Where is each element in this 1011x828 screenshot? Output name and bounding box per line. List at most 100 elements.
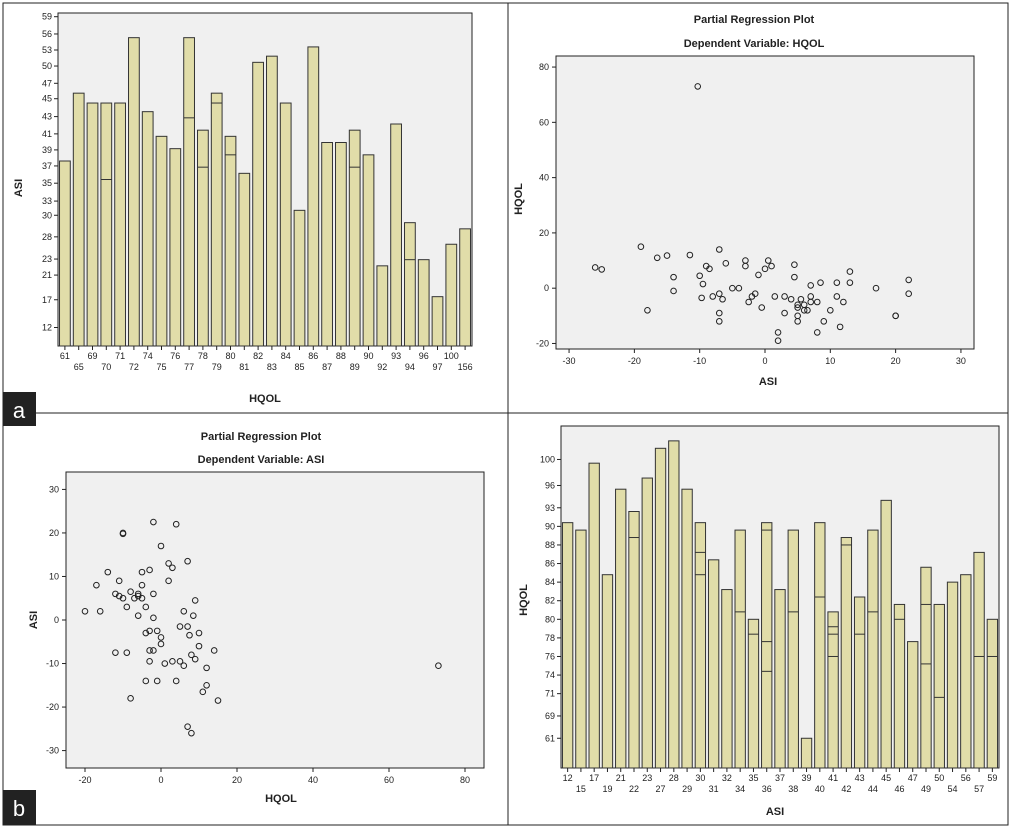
c2-point-19 xyxy=(715,309,723,317)
c1-xtick-label-156: 156 xyxy=(458,362,473,372)
c3-point-2 xyxy=(119,530,127,538)
c3-point-21 xyxy=(134,612,142,619)
c1-bar-72 xyxy=(128,37,140,347)
chart1-x-axis-label: HQOL xyxy=(249,393,281,405)
chart4-y-axis-label: HQOL xyxy=(518,584,530,616)
c2-point-22 xyxy=(729,284,736,292)
c3-point-35 xyxy=(153,677,161,685)
c2-xtick-label-30: 30 xyxy=(956,356,966,366)
c2-point-53 xyxy=(813,298,821,306)
chart2-x-axis-label: ASI xyxy=(759,376,777,388)
c2-point-32 xyxy=(764,257,772,264)
c1-ytick-label-50: 50 xyxy=(42,61,52,71)
c4-bar-17 xyxy=(588,462,600,769)
chart3-subtitle: Dependent Variable: ASI xyxy=(198,454,325,466)
c1-ytick-label-45: 45 xyxy=(42,94,52,104)
c2-ytick-label-60: 60 xyxy=(539,117,549,127)
c1-bar-74 xyxy=(141,111,154,347)
c3-point-55 xyxy=(191,597,199,604)
c2-point-7 xyxy=(670,287,677,295)
c4-ytick-label-90: 90 xyxy=(545,521,555,531)
c3-point-3 xyxy=(150,518,157,526)
chart3-plot-area xyxy=(65,471,485,769)
c1-xtick-label-71: 71 xyxy=(115,351,125,361)
c4-bar-59 xyxy=(986,618,999,769)
panel-label-a-box xyxy=(3,392,36,426)
c2-point-16 xyxy=(715,246,723,253)
chart3-x-ticks: -20 0 20 40 60 80 xyxy=(78,768,470,785)
c2-point-63 xyxy=(846,279,854,286)
c2-point-17 xyxy=(719,295,726,303)
panel-label-b: b xyxy=(13,796,25,821)
c2-point-4 xyxy=(653,254,661,262)
c4-ytick-label-96: 96 xyxy=(545,480,555,490)
c4-bar-28 xyxy=(668,440,680,769)
c3-point-37 xyxy=(157,640,165,648)
c1-bar-71 xyxy=(114,102,126,347)
c4-bar-43 xyxy=(853,596,866,769)
c3-point-17 xyxy=(127,588,134,596)
c1-xtick-label-87: 87 xyxy=(322,362,332,372)
c2-point-33 xyxy=(768,262,775,270)
c4-ytick-label-69: 69 xyxy=(545,711,555,721)
c1-ytick-label-37: 37 xyxy=(42,161,52,171)
c1-bar-76 xyxy=(169,148,182,347)
c1-xtick-label-86: 86 xyxy=(308,351,318,361)
c3-point-62 xyxy=(210,647,218,654)
c4-bar-56 xyxy=(960,574,972,769)
c1-ytick-label-59: 59 xyxy=(42,12,52,22)
c3-point-36 xyxy=(157,634,165,641)
c3-point-8 xyxy=(96,607,104,615)
c2-point-38 xyxy=(781,293,788,300)
c3-point-52 xyxy=(188,651,195,659)
c1-xtick-label-100: 100 xyxy=(444,351,459,361)
c3-point-65 xyxy=(142,677,150,685)
c1-bar-75 xyxy=(155,135,168,347)
c1-xtick-label-74: 74 xyxy=(143,351,153,361)
c2-point-39 xyxy=(787,295,795,303)
c3-point-31 xyxy=(150,590,157,598)
c2-point-41 xyxy=(791,261,798,268)
c3-ytick-label--30: -30 xyxy=(46,746,59,756)
c3-xtick-label-40: 40 xyxy=(308,775,318,785)
c1-bar-70 xyxy=(100,102,113,347)
c1-xtick-label-61: 61 xyxy=(60,351,70,361)
panel-frame-bottom-right xyxy=(507,412,1009,826)
c2-point-3 xyxy=(637,243,645,251)
c4-bar-15 xyxy=(575,529,587,769)
c3-point-7 xyxy=(93,581,100,589)
c4-xtick-label-41: 41 xyxy=(828,773,838,783)
c3-point-54 xyxy=(190,612,197,619)
c4-xtick-label-22: 22 xyxy=(629,784,639,794)
c4-xtick-label-54: 54 xyxy=(948,784,958,794)
c2-point-6 xyxy=(670,273,677,281)
c4-bar-39 xyxy=(800,737,813,769)
c2-point-29 xyxy=(755,271,762,279)
c4-bar-21 xyxy=(615,488,627,769)
c2-point-45 xyxy=(794,318,801,325)
c3-point-59 xyxy=(199,688,207,696)
c1-bar-89 xyxy=(348,129,361,347)
c1-xtick-label-79: 79 xyxy=(212,362,222,372)
c1-bar-78 xyxy=(197,129,209,347)
c3-point-27 xyxy=(146,566,153,574)
c1-xtick-label-81: 81 xyxy=(239,362,249,372)
c3-point-28 xyxy=(146,627,153,635)
c3-point-50 xyxy=(184,723,191,730)
c4-bar-49 xyxy=(920,566,932,769)
c2-point-52 xyxy=(807,282,815,289)
c1-bar-83 xyxy=(266,55,278,347)
c4-bar-23 xyxy=(641,477,653,769)
c1-xtick-label-94: 94 xyxy=(405,362,415,372)
c4-bar-50 xyxy=(933,603,945,769)
c4-ytick-label-80: 80 xyxy=(545,614,555,624)
c4-bar-42 xyxy=(840,537,853,769)
c3-point-49 xyxy=(184,623,191,630)
c1-bar-88 xyxy=(335,142,347,347)
c3-point-10 xyxy=(112,649,119,656)
c4-bar-31 xyxy=(707,559,720,769)
c1-bar-86 xyxy=(307,46,320,347)
c3-point-43 xyxy=(172,677,180,685)
